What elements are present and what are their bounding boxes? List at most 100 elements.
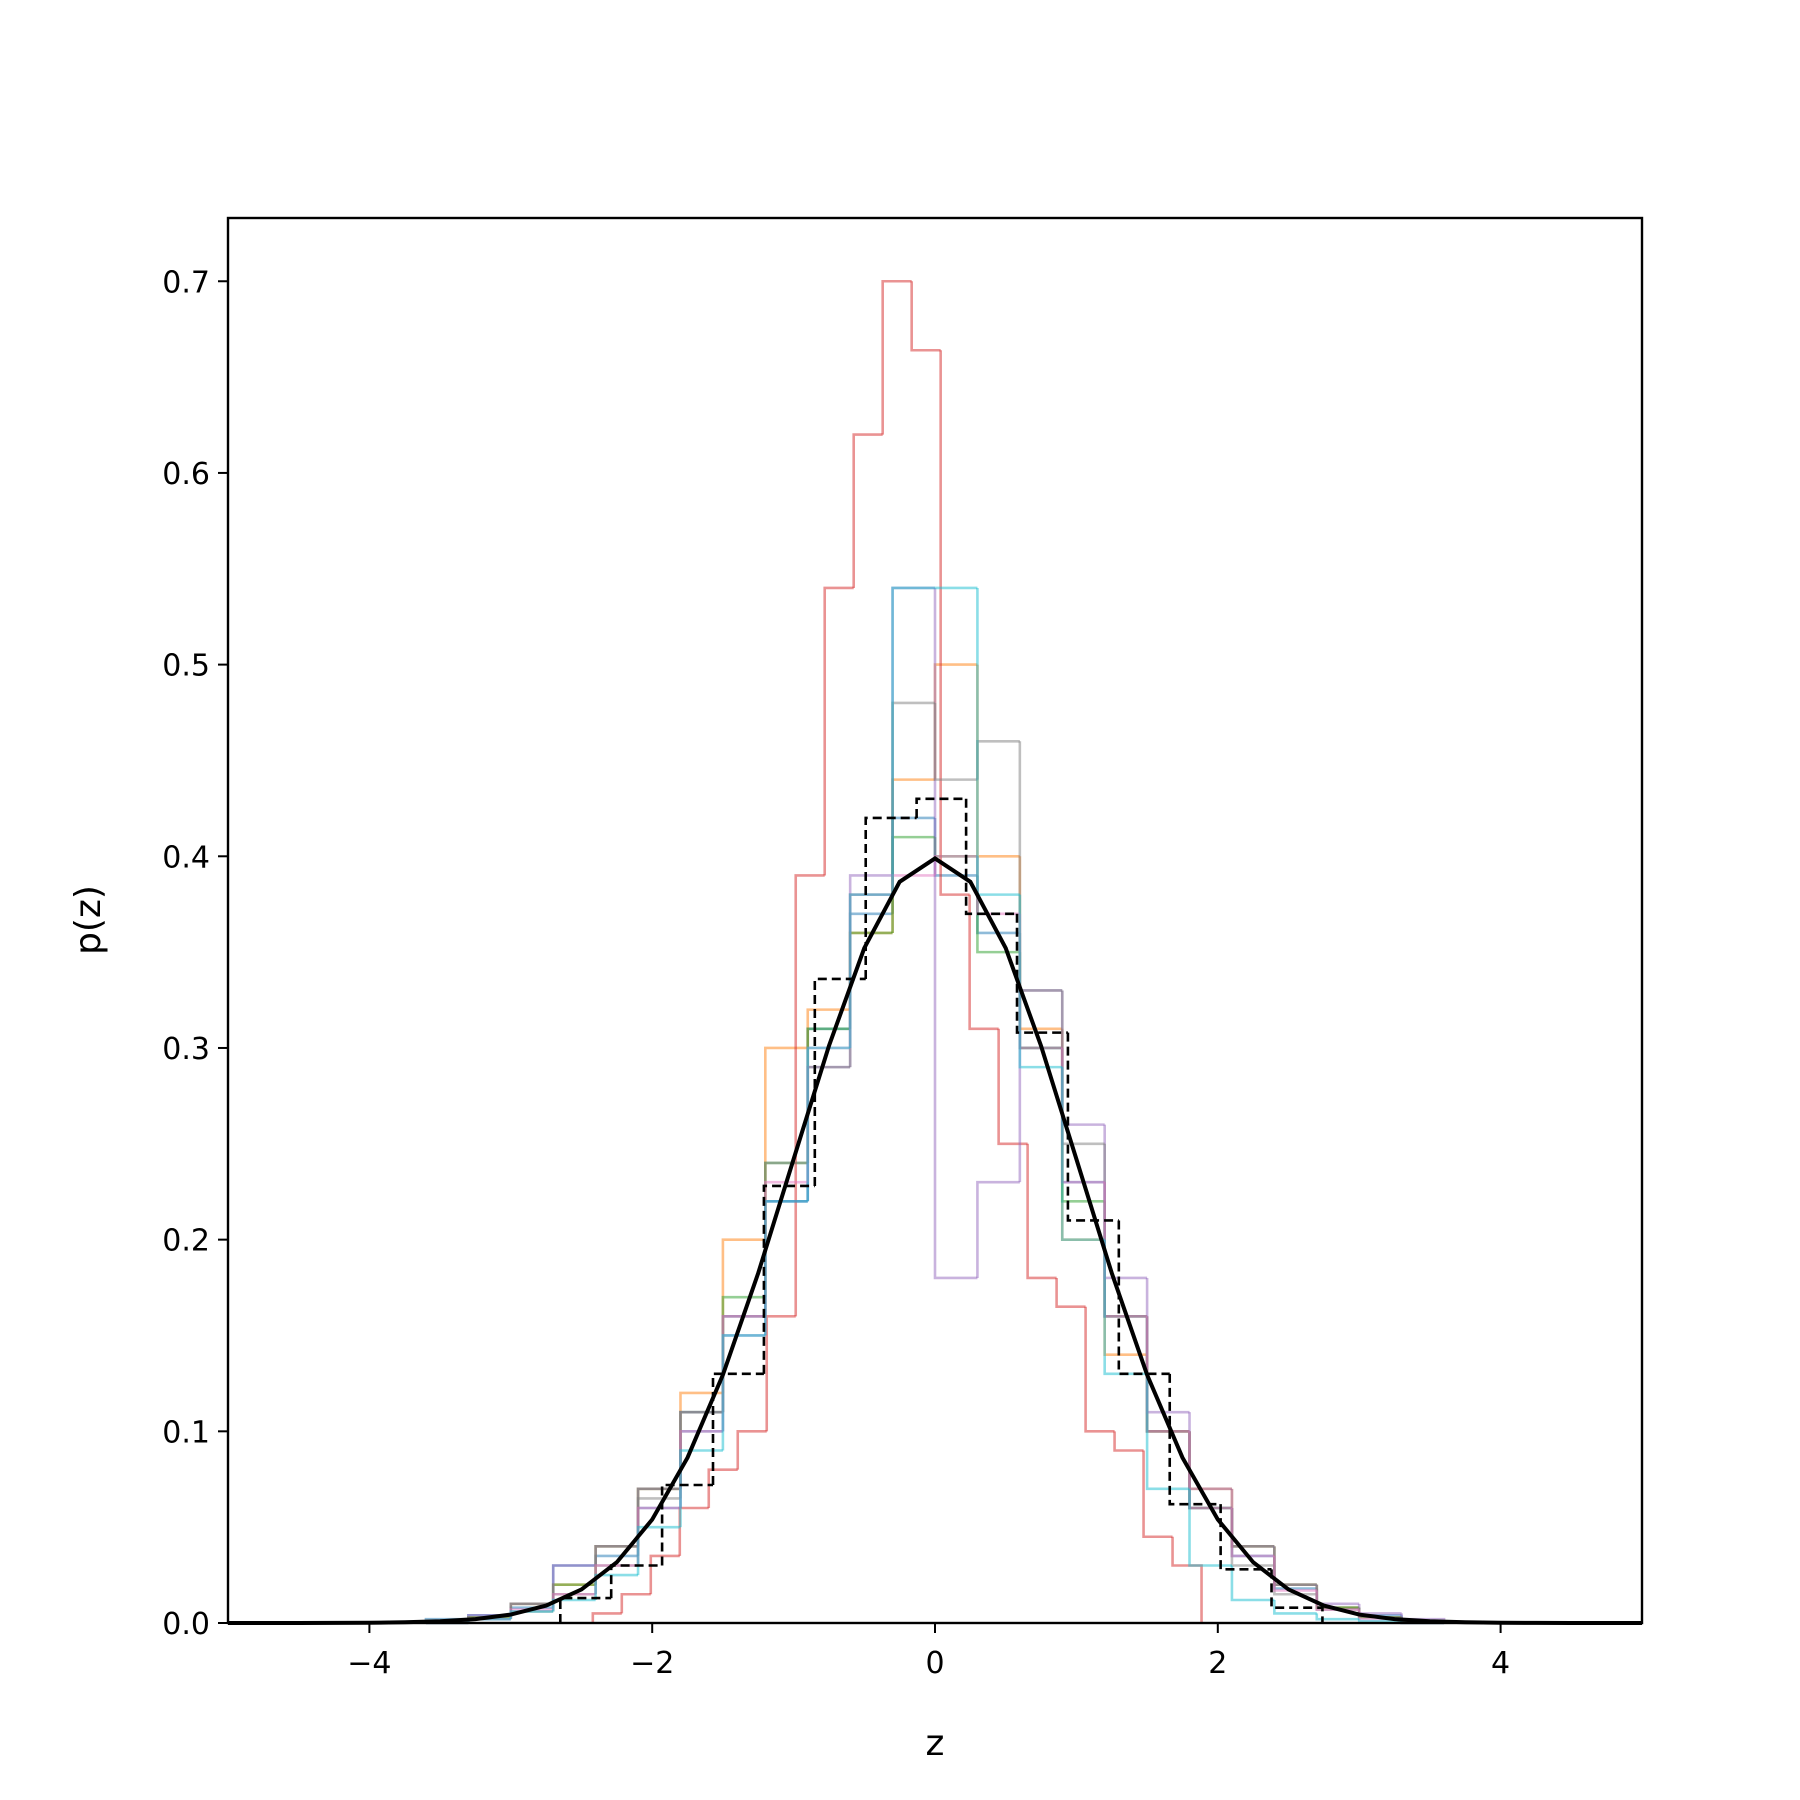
histogram-step (1055, 1277, 1086, 1309)
x-tick-label: −4 (347, 1646, 391, 1681)
histogram-step (1188, 1431, 1232, 1510)
histogram-step (1230, 1488, 1275, 1548)
histogram-step (1018, 989, 1063, 1183)
histogram-step (620, 1592, 651, 1614)
y-axis-label: p(z) (68, 885, 109, 955)
histogram-step (848, 893, 893, 1068)
x-tick-label: 4 (1491, 1646, 1510, 1681)
histogram-step (679, 1449, 723, 1528)
histogram-step (551, 1564, 596, 1604)
histogram-step (1273, 1600, 1317, 1615)
histogram-step (1273, 1546, 1317, 1586)
histogram-step (594, 1573, 639, 1600)
histogram-step (1230, 1565, 1275, 1602)
histogram-step (1188, 1431, 1232, 1510)
histogram-step (1188, 1431, 1232, 1510)
histogram-step (891, 816, 935, 914)
histogram-step (679, 1391, 723, 1489)
histogram-step (881, 279, 912, 435)
density-curve (227, 855, 1643, 1625)
histogram-step (678, 1506, 709, 1556)
histogram-step (1273, 1546, 1317, 1586)
histogram-step (915, 797, 967, 818)
histogram-step (762, 1184, 815, 1374)
histogram-step (813, 977, 866, 1186)
histogram-step (594, 1564, 639, 1595)
histogram-step (1315, 1584, 1360, 1606)
histogram-step (1142, 1450, 1173, 1539)
histogram-step (594, 1545, 639, 1566)
histogram-step (764, 1200, 808, 1317)
histogram-step (707, 1468, 738, 1508)
histogram-step (711, 1372, 764, 1485)
histogram-step (558, 1596, 612, 1623)
histogram-step (594, 1564, 639, 1595)
histogram-step (910, 281, 941, 352)
histogram-step (1084, 1306, 1115, 1433)
histogram-step (721, 1334, 766, 1451)
histogram-step (1230, 1488, 1275, 1548)
histogram-step (848, 931, 893, 1029)
histogram-step (1315, 1613, 1360, 1621)
y-tick-label: 0.0 (162, 1607, 210, 1642)
histogram-step (1103, 1182, 1148, 1318)
histogram-step (1171, 1536, 1203, 1623)
histogram-step (1273, 1546, 1317, 1586)
x-tick-label: 0 (925, 1646, 944, 1681)
histogram-step (765, 1315, 796, 1432)
histogram-step (1230, 1507, 1275, 1558)
y-tick-label: 0.7 (162, 265, 210, 300)
histogram-step (721, 1315, 766, 1413)
histogram-step (1103, 1143, 1148, 1318)
histogram-step (1230, 1507, 1275, 1558)
histogram-step (1103, 1124, 1148, 1280)
histogram-step (1270, 1569, 1324, 1623)
histogram-step (1273, 1555, 1317, 1592)
histogram-step (1219, 1504, 1272, 1571)
histogram-step (1103, 1201, 1148, 1318)
plot-frame (226, 216, 1644, 1625)
histogram-step (976, 664, 1020, 858)
histogram-step (551, 1598, 596, 1612)
histogram-step (1060, 1067, 1105, 1241)
histogram-step (649, 1554, 680, 1595)
histogram-step (964, 798, 1018, 916)
histogram-step (1113, 1431, 1144, 1452)
histogram-step (976, 1180, 1020, 1278)
histogram-step (660, 1483, 714, 1566)
histogram-step (939, 350, 970, 896)
histogram-step (1103, 1182, 1148, 1318)
histogram-step (1357, 1619, 1402, 1623)
y-tick-label: 0.1 (162, 1415, 210, 1450)
histogram-step (1018, 741, 1063, 992)
histogram-step (933, 587, 978, 1280)
histogram-step (864, 816, 917, 979)
histogram-step (1188, 1488, 1232, 1567)
histogram-step (1103, 1239, 1148, 1376)
histogram-step (976, 739, 1020, 780)
histogram-step (636, 1525, 681, 1576)
x-tick-label: 2 (1208, 1646, 1227, 1681)
histogram-step (891, 586, 935, 895)
histogram-step (1015, 913, 1068, 1034)
y-tick-label: 0.4 (162, 840, 210, 875)
histogram-step (823, 586, 854, 876)
y-tick-label: 0.6 (162, 457, 210, 492)
histogram-step (852, 433, 883, 588)
histogram-step (1026, 1143, 1057, 1280)
histogram-step (1188, 1431, 1232, 1510)
histogram-step (591, 1612, 622, 1623)
histogram-step (1117, 1220, 1170, 1376)
histogram-step (509, 1610, 554, 1620)
histogram-step (806, 1046, 851, 1202)
x-tick-label: −2 (630, 1646, 674, 1681)
histogram-step (764, 1046, 808, 1240)
histogram-step (848, 893, 893, 1048)
histogram-step (1145, 1373, 1190, 1491)
histogram-step (891, 778, 935, 933)
histogram-step (764, 1200, 808, 1336)
histogram-step (736, 1430, 767, 1470)
y-tick-label: 0.3 (162, 1032, 210, 1067)
histogram-step (794, 874, 825, 1317)
